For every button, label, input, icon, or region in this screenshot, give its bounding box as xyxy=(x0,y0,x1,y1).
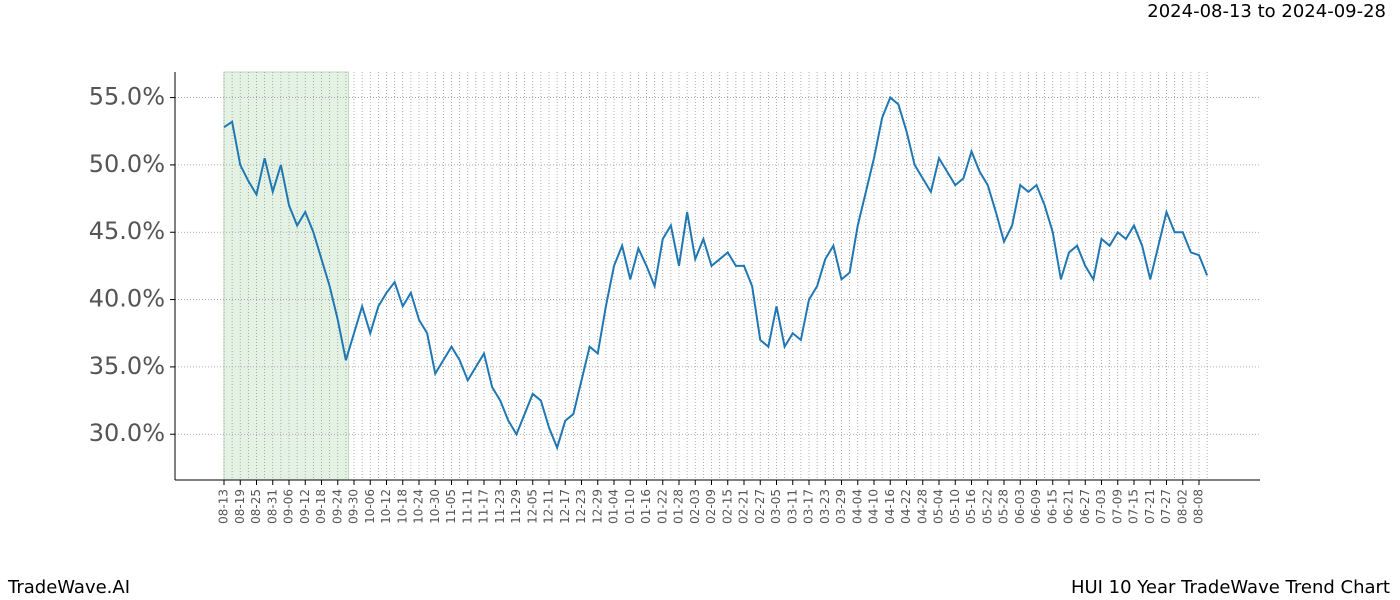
x-tick-label: 04-28 xyxy=(915,489,929,524)
x-tick-label: 09-18 xyxy=(314,489,328,524)
x-tick-label: 03-11 xyxy=(785,489,799,524)
x-tick-label: 01-22 xyxy=(655,489,669,524)
x-tick-label: 01-16 xyxy=(639,489,653,524)
x-tick-label: 02-15 xyxy=(720,489,734,524)
y-tick-label: 45.0% xyxy=(89,217,165,245)
x-tick-label: 01-28 xyxy=(672,489,686,524)
x-tick-label: 03-23 xyxy=(818,489,832,524)
x-tick-label: 09-24 xyxy=(330,489,344,524)
y-tick-label: 55.0% xyxy=(89,83,165,111)
x-tick-label: 05-16 xyxy=(964,489,978,524)
x-tick-label: 03-29 xyxy=(834,489,848,524)
x-tick-label: 05-10 xyxy=(948,489,962,524)
x-tick-label: 05-04 xyxy=(932,489,946,524)
x-tick-label: 01-10 xyxy=(623,489,637,524)
x-tick-label: 11-11 xyxy=(460,489,474,524)
footer-left: TradeWave.AI xyxy=(7,577,130,598)
x-tick-label: 11-17 xyxy=(477,489,491,524)
x-tick-label: 08-25 xyxy=(249,489,263,524)
x-tick-label: 05-22 xyxy=(980,489,994,524)
y-tick-label: 40.0% xyxy=(89,285,165,313)
x-tick-label: 02-03 xyxy=(688,489,702,524)
x-tick-label: 11-29 xyxy=(509,489,523,524)
footer-right: HUI 10 Year TradeWave Trend Chart xyxy=(1071,577,1390,598)
x-tick-label: 09-06 xyxy=(282,489,296,524)
x-tick-label: 12-23 xyxy=(574,489,588,524)
x-tick-label: 06-09 xyxy=(1029,489,1043,524)
x-tick-label: 04-22 xyxy=(899,489,913,524)
x-tick-label: 12-05 xyxy=(525,489,539,524)
x-tick-label: 10-18 xyxy=(395,489,409,524)
series-line xyxy=(223,95,1209,451)
x-tick-label: 02-21 xyxy=(737,489,751,524)
x-tick-label: 03-17 xyxy=(802,489,816,524)
x-tick-label: 06-21 xyxy=(1062,489,1076,524)
x-tick-label: 07-03 xyxy=(1094,489,1108,524)
y-tick-label: 35.0% xyxy=(89,352,165,380)
y-tick-label: 30.0% xyxy=(89,419,165,447)
x-tick-label: 03-05 xyxy=(769,489,783,524)
x-tick-label: 08-08 xyxy=(1192,489,1206,524)
x-tick-label: 07-09 xyxy=(1110,489,1124,524)
x-tick-label: 08-02 xyxy=(1175,489,1189,524)
x-tick-label: 07-27 xyxy=(1159,489,1173,524)
x-tick-label: 04-04 xyxy=(850,489,864,524)
x-tick-label: 04-16 xyxy=(883,489,897,524)
x-tick-label: 06-15 xyxy=(1045,489,1059,524)
x-tick-label: 11-05 xyxy=(444,489,458,524)
x-tick-label: 09-30 xyxy=(347,489,361,524)
x-tick-label: 12-17 xyxy=(558,489,572,524)
x-tick-label: 10-30 xyxy=(428,489,442,524)
x-tick-label: 06-27 xyxy=(1078,489,1092,524)
x-tick-label: 02-27 xyxy=(753,489,767,524)
x-tick-label: 09-12 xyxy=(298,489,312,524)
x-tick-label: 07-15 xyxy=(1127,489,1141,524)
x-tick-label: 12-29 xyxy=(590,489,604,524)
x-tick-label: 10-24 xyxy=(412,489,426,524)
y-tick-label: 50.0% xyxy=(89,150,165,178)
x-tick-label: 07-21 xyxy=(1143,489,1157,524)
x-tick-label: 04-10 xyxy=(867,489,881,524)
x-tick-label: 12-11 xyxy=(542,489,556,524)
highlight-band xyxy=(223,71,350,481)
x-tick-label: 08-19 xyxy=(233,489,247,524)
x-tick-label: 02-09 xyxy=(704,489,718,524)
x-tick-label: 10-12 xyxy=(379,489,393,524)
x-tick-label: 01-04 xyxy=(607,489,621,524)
chart-subtitle: 2024-08-13 to 2024-09-28 xyxy=(1147,1,1386,22)
x-tick-label: 05-28 xyxy=(997,489,1011,524)
x-tick-label: 08-31 xyxy=(265,489,279,524)
x-tick-label: 11-23 xyxy=(493,489,507,524)
x-tick-label: 08-13 xyxy=(217,489,231,524)
x-tick-label: 06-03 xyxy=(1013,489,1027,524)
x-tick-label: 10-06 xyxy=(363,489,377,524)
